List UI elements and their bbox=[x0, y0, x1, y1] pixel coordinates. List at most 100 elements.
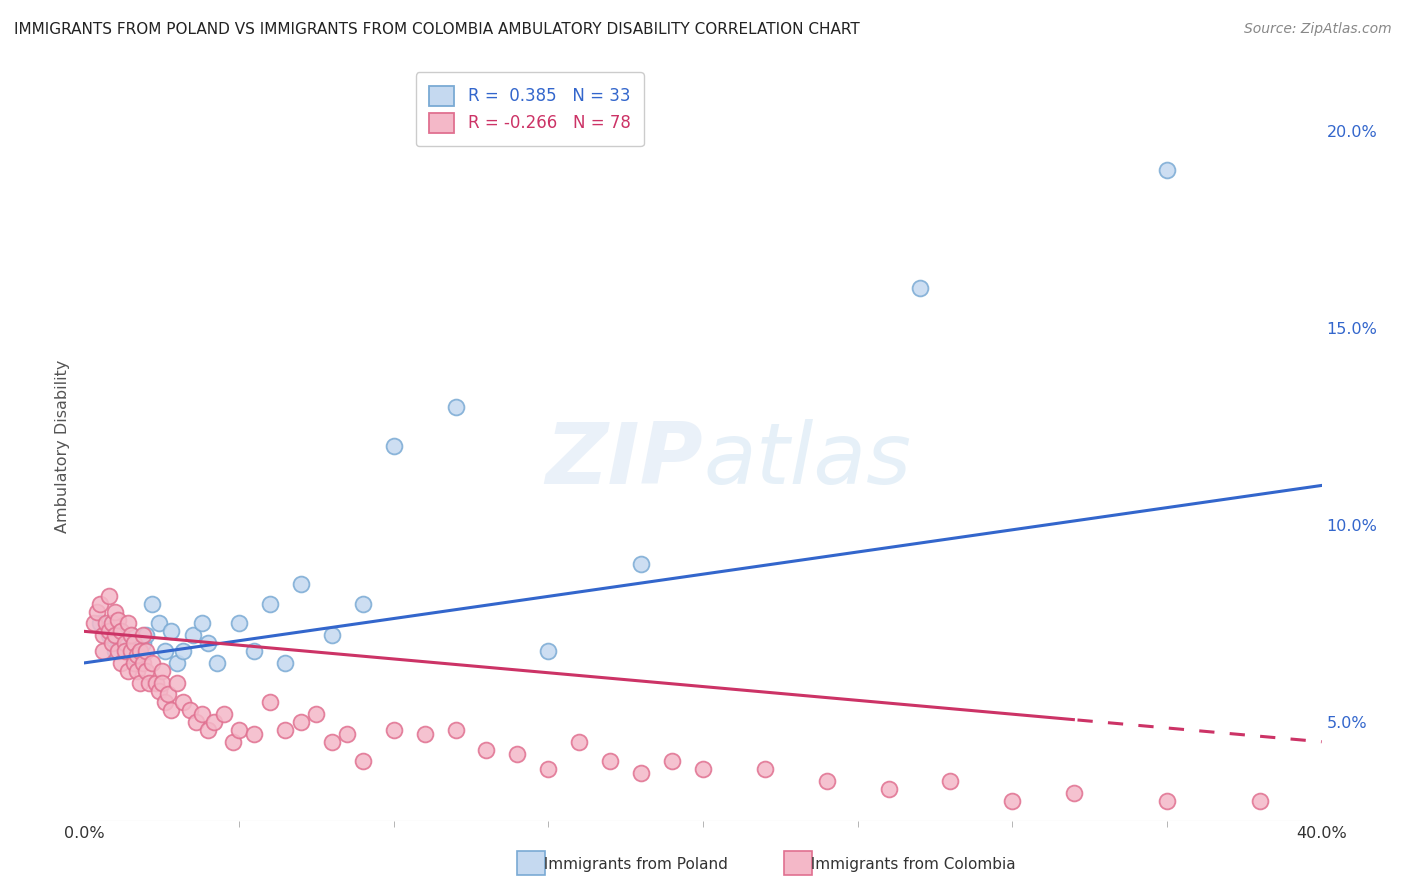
Point bbox=[243, 727, 266, 741]
Point bbox=[107, 613, 129, 627]
Point bbox=[129, 644, 152, 658]
Point bbox=[120, 628, 142, 642]
Point bbox=[114, 636, 136, 650]
Text: Immigrants from Poland: Immigrants from Poland bbox=[534, 857, 728, 872]
Point bbox=[568, 735, 591, 749]
Point bbox=[537, 763, 560, 777]
Point bbox=[132, 628, 155, 642]
Point bbox=[197, 723, 219, 737]
Point bbox=[212, 707, 235, 722]
Point bbox=[153, 695, 176, 709]
Point bbox=[228, 723, 250, 737]
Point bbox=[321, 628, 343, 642]
Point bbox=[661, 755, 683, 769]
Point bbox=[259, 597, 281, 611]
Point bbox=[207, 656, 229, 670]
Point bbox=[475, 742, 498, 756]
Point bbox=[202, 714, 225, 729]
Point bbox=[181, 628, 204, 642]
Text: ZIP: ZIP bbox=[546, 419, 703, 502]
Point bbox=[1156, 163, 1178, 178]
Point bbox=[107, 644, 129, 658]
Point bbox=[89, 597, 111, 611]
Point bbox=[290, 577, 312, 591]
Point bbox=[98, 589, 121, 603]
Point bbox=[630, 766, 652, 780]
Point bbox=[290, 714, 312, 729]
Point bbox=[101, 636, 124, 650]
Bar bbox=[785, 851, 813, 876]
Point bbox=[120, 628, 142, 642]
Point bbox=[122, 656, 145, 670]
Point bbox=[413, 727, 436, 741]
Point bbox=[110, 624, 132, 639]
Point bbox=[599, 755, 621, 769]
Point bbox=[117, 664, 139, 678]
Point bbox=[692, 763, 714, 777]
Point bbox=[98, 628, 121, 642]
Point bbox=[382, 439, 405, 453]
Legend: R =  0.385   N = 33, R = -0.266   N = 78: R = 0.385 N = 33, R = -0.266 N = 78 bbox=[416, 72, 644, 146]
Y-axis label: Ambulatory Disability: Ambulatory Disability bbox=[55, 359, 70, 533]
Point bbox=[135, 644, 157, 658]
Point bbox=[939, 774, 962, 789]
Point bbox=[305, 707, 328, 722]
Point bbox=[274, 656, 297, 670]
Point bbox=[382, 723, 405, 737]
Text: IMMIGRANTS FROM POLAND VS IMMIGRANTS FROM COLOMBIA AMBULATORY DISABILITY CORRELA: IMMIGRANTS FROM POLAND VS IMMIGRANTS FRO… bbox=[14, 22, 860, 37]
Text: Source: ZipAtlas.com: Source: ZipAtlas.com bbox=[1244, 22, 1392, 37]
Point bbox=[138, 675, 160, 690]
Point bbox=[352, 597, 374, 611]
Point bbox=[166, 656, 188, 670]
Point bbox=[145, 675, 167, 690]
Point bbox=[91, 628, 114, 642]
Text: atlas: atlas bbox=[703, 419, 911, 502]
Point bbox=[148, 683, 170, 698]
Point bbox=[132, 636, 155, 650]
Point bbox=[122, 656, 145, 670]
Text: Immigrants from Colombia: Immigrants from Colombia bbox=[801, 857, 1017, 872]
Point bbox=[86, 605, 108, 619]
Point bbox=[135, 628, 157, 642]
Point bbox=[135, 664, 157, 678]
Point bbox=[444, 400, 467, 414]
Point bbox=[1249, 794, 1271, 808]
Point bbox=[117, 616, 139, 631]
Point bbox=[156, 688, 179, 702]
Point bbox=[506, 747, 529, 761]
Point bbox=[125, 664, 148, 678]
Point bbox=[101, 616, 124, 631]
Point bbox=[1001, 794, 1024, 808]
Point bbox=[114, 644, 136, 658]
Point bbox=[141, 656, 163, 670]
Point bbox=[104, 644, 127, 658]
Point bbox=[125, 648, 148, 662]
Point bbox=[908, 281, 931, 295]
Point bbox=[1063, 786, 1085, 800]
Point bbox=[94, 616, 117, 631]
Bar bbox=[517, 851, 546, 876]
Point bbox=[98, 624, 121, 639]
Point bbox=[166, 675, 188, 690]
Point bbox=[444, 723, 467, 737]
Point bbox=[179, 703, 201, 717]
Point bbox=[160, 703, 183, 717]
Point bbox=[122, 636, 145, 650]
Point bbox=[153, 644, 176, 658]
Point bbox=[120, 644, 142, 658]
Point bbox=[89, 616, 111, 631]
Point bbox=[815, 774, 838, 789]
Point bbox=[110, 656, 132, 670]
Point bbox=[83, 616, 105, 631]
Point bbox=[132, 656, 155, 670]
Point bbox=[91, 644, 114, 658]
Point bbox=[197, 636, 219, 650]
Point bbox=[336, 727, 359, 741]
Point bbox=[877, 782, 900, 797]
Point bbox=[191, 616, 214, 631]
Point bbox=[141, 597, 163, 611]
Point bbox=[125, 644, 148, 658]
Point bbox=[321, 735, 343, 749]
Point bbox=[148, 616, 170, 631]
Point bbox=[191, 707, 214, 722]
